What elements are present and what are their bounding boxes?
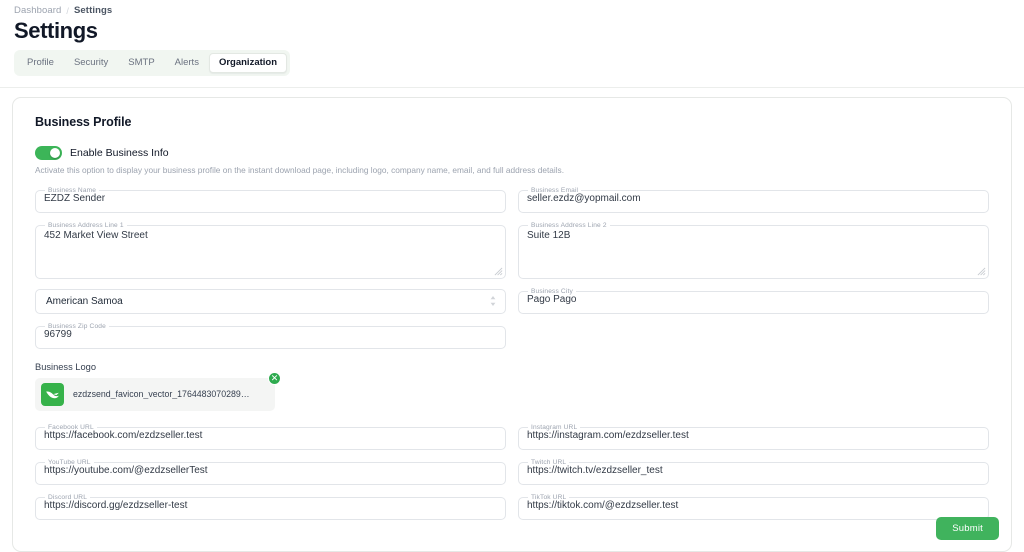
- breadcrumb: Dashboard / Settings: [0, 0, 1024, 16]
- enable-business-info-toggle[interactable]: [35, 145, 62, 160]
- enable-business-info-label: Enable Business Info: [70, 146, 169, 159]
- discord-url-label: Discord URL: [48, 493, 88, 501]
- business-address-line-1-value[interactable]: 452 Market View Street: [44, 230, 148, 242]
- business-zip-input[interactable]: Business Zip Code 96799: [35, 322, 506, 349]
- business-address-line-2-value[interactable]: Suite 12B: [527, 230, 571, 242]
- business-address-line-2-label: Business Address Line 2: [531, 221, 607, 229]
- instagram-url-value[interactable]: https://instagram.com/ezdzseller.test: [527, 430, 689, 442]
- youtube-url-input[interactable]: YouTube URL https://youtube.com/@ezdzsel…: [35, 458, 506, 485]
- business-city-label: Business City: [531, 287, 573, 295]
- business-address-line-2-textarea[interactable]: Business Address Line 2 Suite 12B: [518, 221, 989, 279]
- youtube-url-value[interactable]: https://youtube.com/@ezdzsellerTest: [44, 465, 208, 477]
- bird-logo-glyph: [46, 391, 59, 398]
- business-email-input[interactable]: Business Email seller.ezdz@yopmail.com: [518, 186, 989, 213]
- tab-organization[interactable]: Organization: [208, 53, 288, 73]
- tab-alerts[interactable]: Alerts: [174, 57, 199, 69]
- business-address-line-1-field: Business Address Line 1 452 Market View …: [35, 221, 506, 279]
- business-logo-file-chip[interactable]: ezdzsend_favicon_vector_1764483070289Z..…: [35, 371, 281, 411]
- business-city-value[interactable]: Pago Pago: [527, 294, 577, 306]
- business-email-field: Business Email seller.ezdz@yopmail.com: [518, 186, 989, 213]
- instagram-url-field: Instagram URL https://instagram.com/ezdz…: [518, 423, 989, 450]
- business-country-field: American Samoa: [35, 288, 506, 324]
- business-name-field: Business Name EZDZ Sender: [35, 186, 506, 213]
- business-name-input[interactable]: Business Name EZDZ Sender: [35, 186, 506, 213]
- business-info-hint: Activate this option to display your bus…: [35, 164, 565, 175]
- business-zip-label: Business Zip Code: [48, 322, 106, 330]
- bird-logo-icon: [41, 382, 64, 406]
- business-city-field: Business City Pago Pago: [518, 287, 989, 314]
- business-country-select[interactable]: American Samoa: [35, 288, 506, 314]
- business-email-label: Business Email: [531, 186, 579, 194]
- resize-handle-icon[interactable]: [494, 267, 503, 276]
- tiktok-url-label: TikTok URL: [531, 493, 567, 501]
- breadcrumb-item-settings: Settings: [73, 5, 113, 16]
- breadcrumb-separator-icon: /: [66, 5, 69, 16]
- tiktok-url-input[interactable]: TikTok URL https://tiktok.com/@ezdzselle…: [518, 493, 989, 520]
- facebook-url-field: Facebook URL https://facebook.com/ezdzse…: [35, 423, 506, 450]
- business-address-line-1-textarea[interactable]: Business Address Line 1 452 Market View …: [35, 221, 506, 279]
- tab-smtp[interactable]: SMTP: [128, 57, 155, 69]
- business-profile-card: Business Profile Enable Business Info Ac…: [12, 96, 1012, 552]
- header-divider: [0, 86, 1024, 88]
- youtube-url-label: YouTube URL: [48, 458, 91, 466]
- facebook-url-label: Facebook URL: [48, 423, 94, 431]
- tab-bar: Profile Security SMTP Alerts Organizatio…: [14, 50, 291, 76]
- tiktok-url-field: TikTok URL https://tiktok.com/@ezdzselle…: [518, 493, 989, 520]
- business-country-value: American Samoa: [46, 295, 123, 307]
- close-circle-icon[interactable]: ✕: [268, 371, 281, 385]
- discord-url-field: Discord URL https://discord.gg/ezdzselle…: [35, 493, 506, 520]
- twitch-url-label: Twitch URL: [531, 458, 567, 466]
- business-zip-field: Business Zip Code 96799: [35, 322, 506, 349]
- business-logo-block: Business Logo ezdzsend_favicon_vector_17…: [35, 362, 989, 411]
- instagram-url-label: Instagram URL: [531, 423, 578, 431]
- facebook-url-input[interactable]: Facebook URL https://facebook.com/ezdzse…: [35, 423, 506, 450]
- facebook-url-value[interactable]: https://facebook.com/ezdzseller.test: [44, 430, 203, 442]
- tab-profile[interactable]: Profile: [27, 57, 54, 69]
- business-zip-value[interactable]: 96799: [44, 329, 72, 341]
- instagram-url-input[interactable]: Instagram URL https://instagram.com/ezdz…: [518, 423, 989, 450]
- business-address-line-1-label: Business Address Line 1: [48, 221, 124, 229]
- business-email-value[interactable]: seller.ezdz@yopmail.com: [527, 193, 641, 205]
- twitch-url-input[interactable]: Twitch URL https://twitch.tv/ezdzseller_…: [518, 458, 989, 485]
- twitch-url-field: Twitch URL https://twitch.tv/ezdzseller_…: [518, 458, 989, 485]
- discord-url-value[interactable]: https://discord.gg/ezdzseller-test: [44, 500, 188, 512]
- form-grid-row-1: Business Name EZDZ Sender Business Email…: [35, 186, 989, 359]
- tab-bar-wrapper: Profile Security SMTP Alerts Organizatio…: [0, 43, 1024, 76]
- business-city-input[interactable]: Business City Pago Pago: [518, 287, 989, 314]
- resize-handle-icon[interactable]: [977, 267, 986, 276]
- business-logo-label: Business Logo: [35, 361, 96, 372]
- business-address-line-2-field: Business Address Line 2 Suite 12B: [518, 221, 989, 279]
- chevron-up-down-icon: [490, 296, 496, 307]
- card-title: Business Profile: [35, 114, 132, 129]
- form-grid-social: Facebook URL https://facebook.com/ezdzse…: [35, 423, 989, 530]
- submit-row: Submit: [936, 516, 999, 540]
- youtube-url-field: YouTube URL https://youtube.com/@ezdzsel…: [35, 458, 506, 485]
- submit-button[interactable]: Submit: [936, 516, 999, 540]
- business-name-label: Business Name: [48, 186, 97, 194]
- enable-business-info-row: Enable Business Info: [35, 145, 999, 160]
- tab-security[interactable]: Security: [73, 57, 109, 69]
- tiktok-url-value[interactable]: https://tiktok.com/@ezdzseller.test: [527, 500, 679, 512]
- breadcrumb-item-dashboard[interactable]: Dashboard: [14, 5, 62, 16]
- business-logo-file-name: ezdzsend_favicon_vector_1764483070289Z..…: [73, 389, 251, 400]
- twitch-url-value[interactable]: https://twitch.tv/ezdzseller_test: [527, 465, 663, 477]
- discord-url-input[interactable]: Discord URL https://discord.gg/ezdzselle…: [35, 493, 506, 520]
- page-title: Settings: [14, 18, 98, 43]
- business-name-value[interactable]: EZDZ Sender: [44, 193, 106, 205]
